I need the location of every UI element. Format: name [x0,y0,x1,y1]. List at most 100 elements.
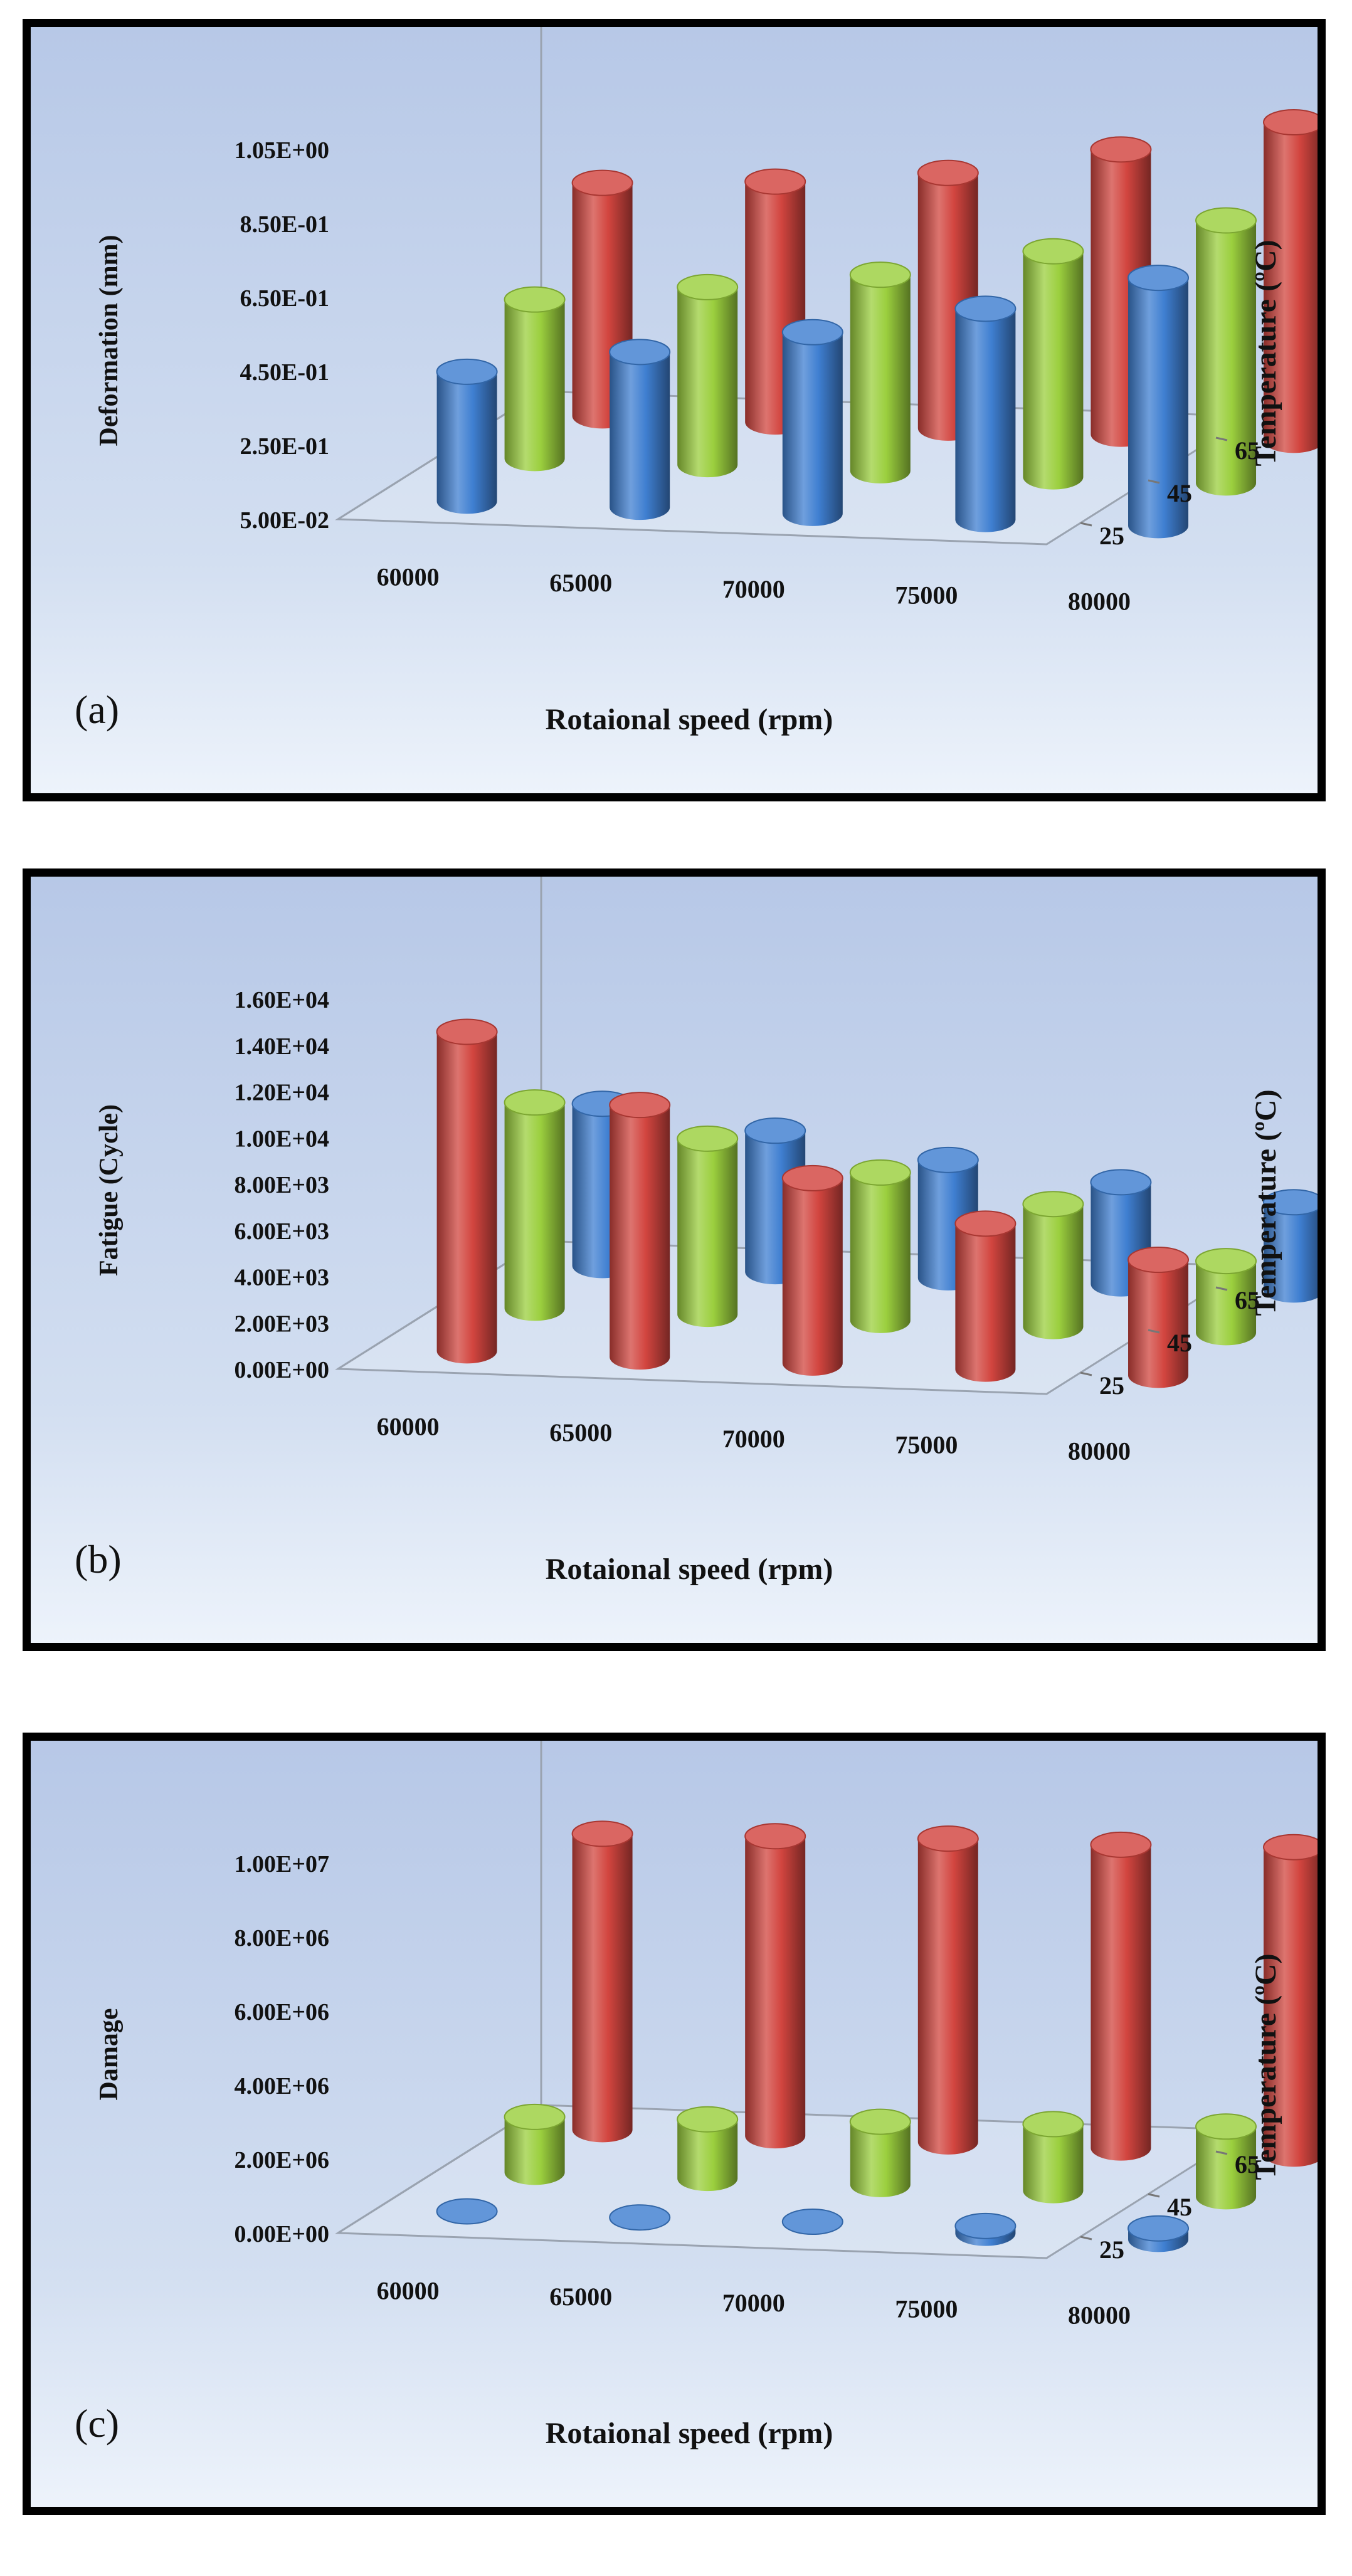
bar-body [782,1178,843,1376]
bar-body [677,2119,738,2192]
bar-top [1128,1247,1190,1274]
bar-top [677,273,739,300]
z-tick-mark [1080,2236,1092,2241]
bar-body [1023,251,1084,490]
z-tick-mark [1215,2150,1228,2155]
bar-top [436,2198,498,2225]
bar-top [1195,1248,1257,1275]
bar-cylinder [504,2103,566,2185]
bar-cylinder [917,1825,979,2155]
bar-cylinder [1263,1834,1318,2167]
bar-body [1128,1260,1189,1388]
y-tick-label: 6.00E+06 [235,1999,330,2025]
z-tick-label: 65 [1235,2150,1260,2178]
y-axis-title: Fatigue (Cycle) [95,1104,124,1276]
bar-cylinder [677,273,739,478]
bar-cylinder [1022,238,1084,490]
y-tick-label: 0.00E+00 [235,1357,330,1383]
bar-body [1264,122,1318,453]
bar-top [1022,238,1084,265]
panel-label: (c) [75,2401,119,2446]
bar-cylinder [436,2198,498,2225]
bar-cylinder [954,1210,1017,1382]
bar-cylinder [849,261,911,483]
z-axis-title: Temperature (ºC) [1249,1953,1282,2180]
bar-body [955,1223,1016,1382]
bar-top [1090,1831,1152,1858]
z-tick-mark [1080,522,1092,527]
bar-top [1263,1834,1318,1861]
bar-cylinder [677,2106,739,2192]
bar-body [572,1834,633,2143]
y-tick-label: 1.20E+04 [235,1080,330,1106]
bar-cylinder [1128,265,1190,539]
bar-top [849,1159,911,1186]
bar-top [1090,1169,1152,1196]
bar-body [955,309,1016,532]
bar-body [1196,1261,1257,1346]
x-tick-label: 60000 [377,562,440,591]
z-tick-mark [1080,1371,1092,1376]
bar-top [1090,136,1152,163]
bar-cylinder [849,2108,911,2197]
bar-cylinder [954,2212,1017,2246]
bar-cylinder [1128,2215,1190,2252]
bar-cylinder [744,1823,806,2149]
bar-body [1264,1202,1318,1303]
bar-body [1128,278,1189,539]
bar-top [917,1825,979,1852]
chart-a: 1.05E+00 8.50E-01 6.50E-01 4.50E-01 2.50E-01… [31,27,1318,793]
bar-top [781,1164,843,1191]
bar-top [677,1125,739,1152]
chart-c: 1.00E+07 8.00E+06 6.00E+06 4.00E+06 2.00E+06… [31,1741,1318,2507]
bar-body [850,275,911,483]
bar-cylinder [609,339,671,520]
bar-cylinder [781,1164,843,1376]
z-tick-label: 65 [1235,436,1260,465]
bar-body [1091,1844,1151,2161]
bar-top [1263,108,1318,135]
bar-body [782,332,843,526]
bar-top [1263,1189,1318,1216]
bar-top [1195,2113,1257,2140]
z-tick-label: 25 [1099,522,1124,550]
bar-top [917,159,979,186]
z-tick-label: 65 [1235,1286,1260,1314]
bar-cylinder [781,2209,843,2236]
chart-b: 1.60E+04 1.40E+04 1.20E+04 1.00E+04 8.00E+03… [31,877,1318,1643]
x-tick-label: 80000 [1068,587,1131,615]
y-tick-label: 6.50E-01 [240,285,330,312]
bar-body [1264,1847,1318,2167]
bar-top [504,2103,566,2130]
x-tick-label: 80000 [1068,1437,1131,1465]
z-axis-title: Temperature (ºC) [1249,240,1282,466]
x-tick-label: 60000 [377,1412,440,1440]
y-tick-label: 1.05E+00 [235,137,330,164]
x-tick-label: 80000 [1068,2301,1131,2329]
bar-cylinder [1090,1831,1152,2161]
bar-cylinder [609,2204,671,2231]
bar-top [571,1820,633,1847]
bar-cylinder [1195,2113,1257,2210]
bar-top [436,358,498,385]
bar-top [954,295,1017,322]
x-tick-label: 70000 [722,2289,785,2317]
y-tick-label: 8.50E-01 [240,211,330,238]
bar-cylinder [1128,1247,1190,1388]
y-tick-label: 4.50E-01 [240,359,330,386]
z-tick-label: 45 [1167,1329,1192,1357]
chart-panel-c: 1.00E+07 8.00E+06 6.00E+06 4.00E+06 2.00E+06… [23,1733,1326,2515]
bar-body [1023,1204,1084,1339]
y-tick-label: 1.60E+04 [235,987,330,1013]
bar-cylinder [1022,2111,1084,2204]
y-tick-label: 2.00E+03 [235,1311,330,1337]
bar-cylinder [571,1820,633,2143]
y-tick-label: 5.00E-02 [240,507,330,534]
bar-body [504,1102,565,1321]
bar-cylinder [504,1089,566,1321]
x-axis-title: Rotaional speed (rpm) [546,703,833,736]
bar-body [436,371,497,514]
y-tick-label: 0.00E+00 [235,2221,330,2247]
x-tick-label: 75000 [895,581,958,610]
bar-body [850,1172,911,1333]
